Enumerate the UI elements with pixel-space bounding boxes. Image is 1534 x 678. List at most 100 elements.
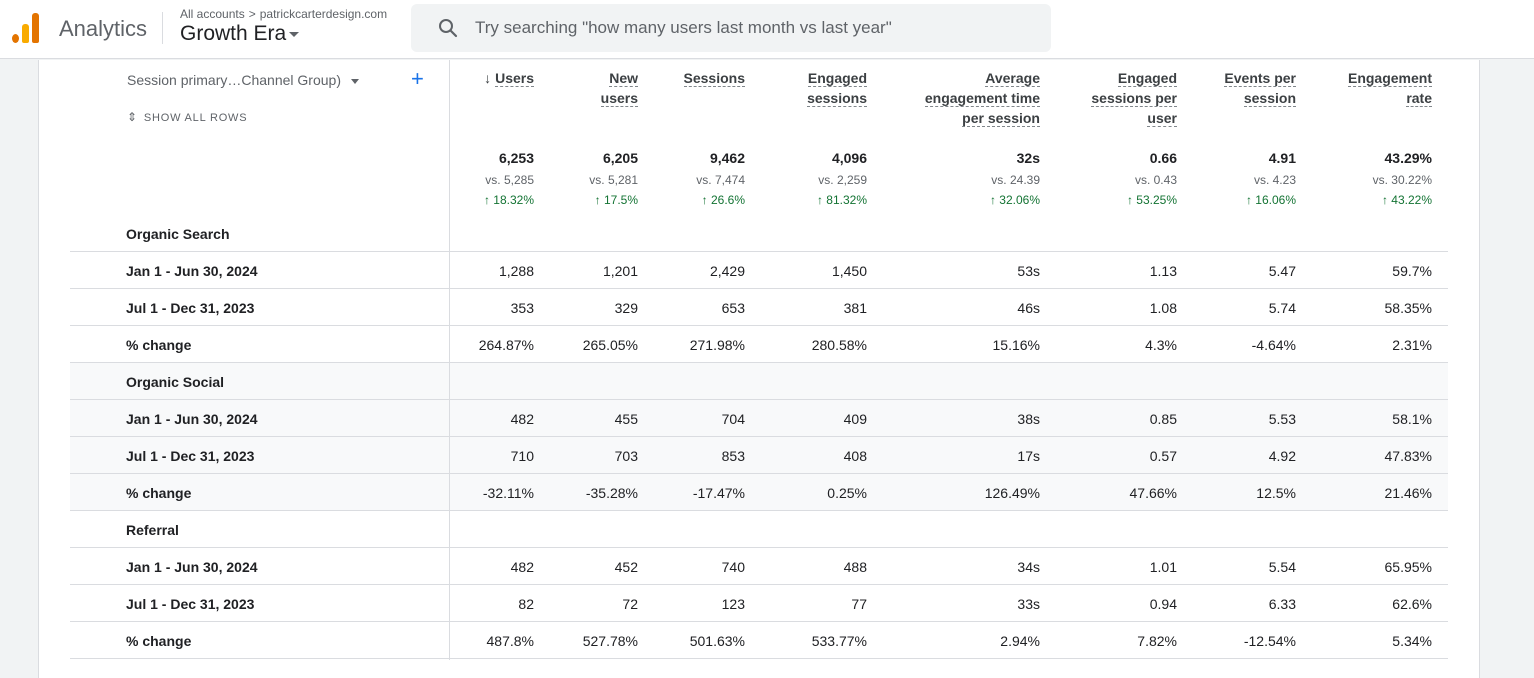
column-header[interactable]: Events per session xyxy=(1136,68,1296,108)
row-label: Jul 1 - Dec 31, 2023 xyxy=(126,300,255,316)
caret-down-icon[interactable] xyxy=(289,31,300,37)
row-label: % change xyxy=(126,485,192,501)
total-change: ↑ 18.32% xyxy=(483,193,534,207)
group-header-row[interactable]: Organic Social xyxy=(70,363,1448,400)
table-row[interactable]: % change -32.11% -35.28% -17.47% 0.25% 126.49… xyxy=(70,474,1448,511)
table-row[interactable]: Jul 1 - Dec 31, 2023 710 703 853 408 17s 0.57 4… xyxy=(70,437,1448,474)
search-icon[interactable] xyxy=(438,18,458,38)
column-header[interactable]: Engaged sessions per user xyxy=(1017,68,1177,128)
column-header-label[interactable]: Average xyxy=(985,70,1040,87)
column-header-label[interactable]: engagement time xyxy=(924,90,1040,107)
total-value: 4.91 xyxy=(1268,150,1296,166)
column-header[interactable]: New users xyxy=(478,68,638,108)
row-divider xyxy=(449,511,450,547)
search-bar[interactable]: Try searching "how many users last month… xyxy=(411,4,1051,52)
table-cell: 264.87% xyxy=(478,337,534,353)
app-name: Analytics xyxy=(59,16,148,41)
table-row[interactable]: % change 264.87% 265.05% 271.98% 280.58% 15.1… xyxy=(70,326,1448,363)
row-divider xyxy=(449,548,450,584)
property-name[interactable]: Growth Era xyxy=(180,22,287,45)
breadcrumb-separator: > xyxy=(248,7,256,21)
table-cell: 452 xyxy=(614,559,638,575)
row-label: Organic Search xyxy=(126,226,230,242)
column-header[interactable]: ↓ Users xyxy=(374,68,534,88)
total-comparison: vs. 24.39 xyxy=(991,173,1040,187)
search-placeholder[interactable]: Try searching "how many users last month… xyxy=(475,18,892,37)
table-cell: 1.08 xyxy=(1149,300,1177,316)
column-header-label[interactable]: session xyxy=(1243,90,1296,107)
table-row[interactable]: Jul 1 - Dec 31, 2023 353 329 653 381 46s 1.08 5… xyxy=(70,289,1448,326)
table-cell: 0.94 xyxy=(1149,596,1177,612)
table-cell: 58.1% xyxy=(1392,411,1432,427)
group-header-row[interactable]: Organic Search xyxy=(70,215,1448,252)
row-divider xyxy=(449,215,450,251)
total-comparison: vs. 0.43 xyxy=(1134,173,1177,187)
group-header-row[interactable]: Referral xyxy=(70,511,1448,548)
table-cell: 126.49% xyxy=(984,485,1040,501)
analytics-logo-icon[interactable] xyxy=(12,13,40,43)
column-header-label[interactable]: sessions xyxy=(807,90,867,107)
row-label: % change xyxy=(126,337,192,353)
add-dimension-button[interactable]: + xyxy=(411,66,424,91)
sort-descending-icon[interactable]: ↓ xyxy=(484,70,492,86)
column-header-label[interactable]: Engaged xyxy=(1117,70,1177,87)
table-row[interactable]: Jan 1 - Jun 30, 2024 482 455 704 409 38s 0.85 5… xyxy=(70,400,1448,437)
table-row[interactable]: Jul 1 - Dec 31, 2023 82 72 123 77 33s 0.94 6.33… xyxy=(70,585,1448,622)
column-header[interactable]: Engaged sessions xyxy=(707,68,867,108)
total-comparison: vs. 4.23 xyxy=(1253,173,1296,187)
table-cell: 17s xyxy=(1017,448,1040,464)
table-cell: 1.13 xyxy=(1149,263,1177,279)
total-comparison: vs. 7,474 xyxy=(696,173,745,187)
breadcrumb-root[interactable]: All accounts xyxy=(180,7,245,21)
table-cell: 482 xyxy=(510,559,534,575)
table-cell: 265.05% xyxy=(582,337,638,353)
column-header[interactable]: Sessions xyxy=(585,68,745,88)
column-header-label[interactable]: New xyxy=(609,70,638,87)
table-cell: 710 xyxy=(510,448,534,464)
table-cell: 2.31% xyxy=(1392,337,1432,353)
row-divider xyxy=(449,585,450,621)
column-header-label[interactable]: per session xyxy=(962,110,1040,127)
table-row[interactable]: % change 487.8% 527.78% 501.63% 533.77% 2.94%… xyxy=(70,622,1448,659)
column-header[interactable]: Average engagement time per session xyxy=(880,68,1040,128)
show-all-rows-label[interactable]: SHOW ALL ROWS xyxy=(143,112,248,124)
column-header-label[interactable]: Users xyxy=(495,70,534,87)
column-header-label[interactable]: user xyxy=(1147,110,1177,127)
table-cell: 58.35% xyxy=(1384,300,1432,316)
breadcrumb-account[interactable]: patrickcarterdesign.com xyxy=(259,7,388,21)
property-selector[interactable]: Growth Era xyxy=(180,22,300,46)
column-header-label[interactable]: users xyxy=(600,90,638,107)
table-row[interactable]: Jan 1 - Jun 30, 2024 482 452 740 488 34s 1.01 5… xyxy=(70,548,1448,585)
dimension-label[interactable]: Session primary…Channel Group) xyxy=(127,72,341,88)
show-all-rows-button[interactable]: ⇕ SHOW ALL ROWS xyxy=(127,110,247,124)
table-cell: 15.16% xyxy=(992,337,1040,353)
table-cell: -32.11% xyxy=(482,485,534,501)
caret-down-icon[interactable] xyxy=(350,78,359,84)
table-cell: 280.58% xyxy=(811,337,867,353)
table-cell: 740 xyxy=(721,559,745,575)
dimension-selector[interactable]: Session primary…Channel Group) xyxy=(127,72,359,88)
column-header-label[interactable]: rate xyxy=(1406,90,1432,107)
column-header-label[interactable]: Engagement xyxy=(1347,70,1432,87)
column-header-label[interactable]: sessions per xyxy=(1091,90,1177,107)
table-cell: 2,429 xyxy=(709,263,745,279)
row-divider xyxy=(449,289,450,325)
column-header-label[interactable]: Sessions xyxy=(683,70,745,87)
table-cell: 653 xyxy=(721,300,745,316)
row-divider xyxy=(449,363,450,399)
table-cell: 1,288 xyxy=(498,263,534,279)
column-header-label[interactable]: Events per xyxy=(1224,70,1296,87)
row-divider xyxy=(449,252,450,288)
breadcrumb[interactable]: All accounts > patrickcarterdesign.com xyxy=(180,7,387,21)
row-label: Jul 1 - Dec 31, 2023 xyxy=(126,448,255,464)
total-comparison: vs. 2,259 xyxy=(818,173,867,187)
table-cell: 82 xyxy=(518,596,534,612)
expand-vertical-icon: ⇕ xyxy=(127,110,138,124)
table-cell: 5.53 xyxy=(1268,411,1296,427)
total-comparison: vs. 30.22% xyxy=(1372,173,1432,187)
column-header-label[interactable]: Engaged xyxy=(807,70,867,87)
column-header[interactable]: Engagement rate xyxy=(1272,68,1432,108)
table-row[interactable]: Jan 1 - Jun 30, 2024 1,288 1,201 2,429 1,450… xyxy=(70,252,1448,289)
table-cell: 5.74 xyxy=(1268,300,1296,316)
total-comparison: vs. 5,285 xyxy=(485,173,534,187)
